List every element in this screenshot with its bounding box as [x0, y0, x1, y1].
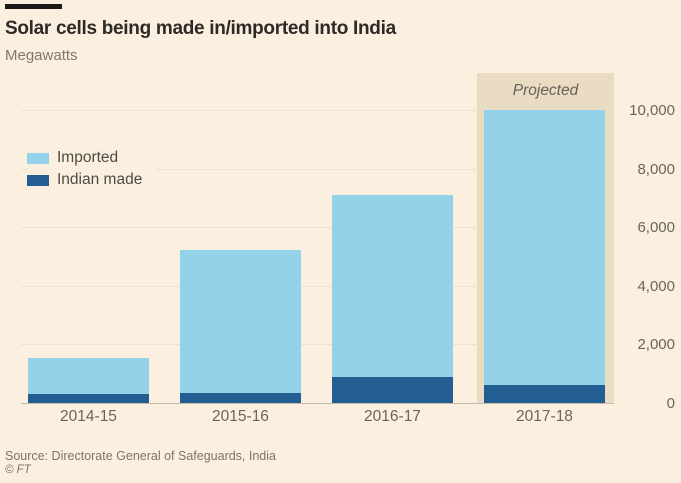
ft-credit: © FT [5, 464, 31, 476]
y-tick-label-4000: 4,000 [637, 277, 675, 295]
y-tick-label-0: 0 [666, 395, 675, 412]
bar-2017-18-imported-segment [484, 110, 605, 386]
projected-label: Projected [512, 82, 579, 99]
bar-2016-17-indian-made-segment [332, 376, 453, 403]
source-note: Source: Directorate General of Safeguard… [5, 449, 276, 463]
x-tick-label-2017-18: 2017-18 [516, 408, 573, 425]
title-tick-bar [5, 4, 62, 9]
bar-2015-16-imported-segment [180, 249, 301, 394]
bar-2015-16-indian-made-segment [180, 393, 301, 403]
y-tick-label-8000: 8,000 [637, 160, 675, 178]
bar-2017-18-indian-made-segment [484, 385, 605, 403]
legend-item-imported: Imported [27, 147, 142, 169]
legend-item-indian-made: Indian made [27, 169, 142, 191]
chart-title: Solar cells being made in/imported into … [5, 18, 396, 39]
legend-label-indian-made: Indian made [57, 171, 143, 188]
y-tick-label-10000: 10,000 [629, 102, 675, 119]
x-axis-line [21, 403, 614, 404]
legend: Imported Indian made [27, 144, 157, 196]
gridline-6000 [21, 227, 614, 229]
gridline-4000 [21, 285, 614, 287]
legend-swatch-indian-made [27, 174, 49, 186]
bar-2016-17-imported-segment [332, 194, 453, 377]
x-tick-label-2014-15: 2014-15 [60, 408, 117, 425]
gridline-2000 [21, 344, 614, 346]
gridline-10000 [21, 110, 614, 111]
units-label: Megawatts [5, 47, 78, 64]
x-tick-label-2015-16: 2015-16 [212, 408, 269, 425]
gridline-8000 [21, 168, 614, 170]
bar-2014-15-indian-made-segment [28, 394, 149, 403]
y-tick-label-2000: 2,000 [637, 336, 675, 354]
legend-label-imported: Imported [57, 149, 119, 166]
x-tick-label-2016-17: 2016-17 [364, 408, 421, 425]
y-tick-label-6000: 6,000 [637, 219, 675, 237]
bar-2014-15-imported-segment [28, 357, 149, 395]
legend-swatch-imported [27, 152, 49, 164]
